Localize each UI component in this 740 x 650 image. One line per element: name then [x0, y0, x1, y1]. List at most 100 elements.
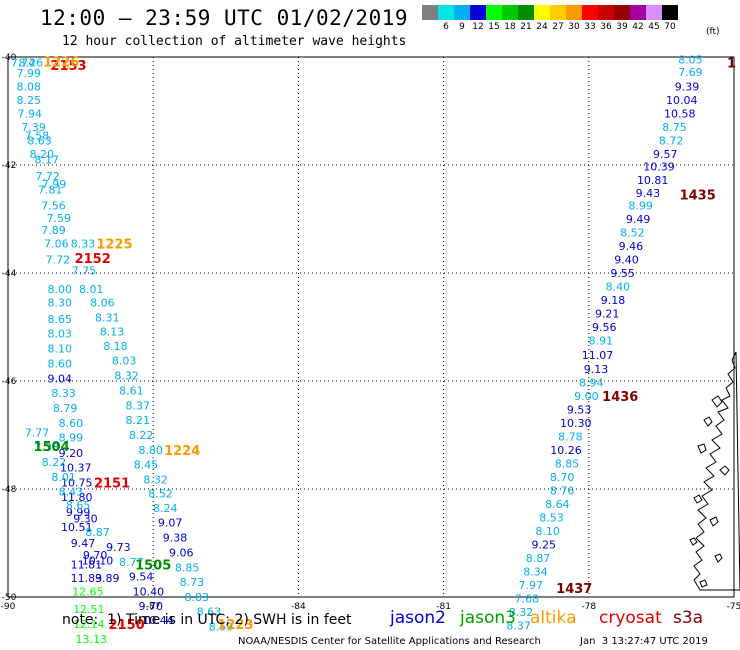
wave-height-value: 10.04 [666, 94, 698, 107]
wave-height-value: 8.77 [119, 556, 144, 569]
wave-height-value: 7.72 [46, 254, 71, 267]
wave-height-value: 9.43 [636, 187, 661, 200]
wave-height-value: 8.25 [17, 94, 42, 107]
scale-bin-6: 6 [438, 5, 454, 32]
scale-bin-39: 39 [614, 5, 630, 32]
wave-height-value: 7.72 [35, 170, 60, 183]
wave-height-value: 9.25 [532, 539, 557, 552]
wave-height-value: 8.43 [59, 486, 84, 499]
scale-label: 45 [648, 22, 660, 32]
x-tick-label: -90 [1, 602, 16, 612]
wave-height-value: 9.21 [595, 308, 620, 321]
scale-bin-70: 70 [662, 5, 678, 32]
wave-height-value: 8.99 [59, 432, 84, 445]
scale-label: 70 [664, 22, 676, 32]
x-tick-label: -78 [581, 602, 596, 612]
wave-height-value: 8.65 [48, 313, 73, 326]
x-tick-label: -84 [291, 602, 306, 612]
wave-height-value: 13.13 [75, 633, 107, 646]
wave-height-value: 8.87 [85, 526, 110, 539]
wave-height-value: 8.22 [42, 456, 67, 469]
wave-height-value: 8.37 [506, 620, 531, 633]
map-gridlines [7, 56, 735, 598]
satellite-legend-jason2: jason2 [390, 608, 446, 628]
scale-label: 24 [536, 22, 548, 32]
footer-timestamp: Jan 3 13:27:47 UTC 2019 [580, 636, 708, 647]
wave-height-value: 11.83 [71, 572, 103, 585]
wave-height-value: 10.44 [142, 614, 174, 627]
wave-height-value: 9.30 [73, 513, 98, 526]
y-tick-label: -48 [2, 485, 17, 495]
pass-time-label: 2153 [50, 59, 86, 74]
wave-height-value: 8.78 [558, 431, 583, 444]
wave-height-value: 9.39 [675, 81, 700, 94]
scale-bin-30: 30 [566, 5, 582, 32]
wave-height-value: 9.47 [71, 537, 96, 550]
wave-height-value: 7.99 [17, 67, 42, 80]
wave-height-value: 9.49 [626, 213, 651, 226]
pass-time-label: 1435 [680, 189, 716, 204]
y-tick-label: -50 [2, 593, 17, 603]
y-tick-label: -42 [2, 161, 17, 171]
wave-height-value: 9.40 [614, 254, 639, 267]
wave-height-value: 11.80 [61, 491, 93, 504]
wave-height-value: 9.38 [163, 532, 188, 545]
wave-height-value: 8.22 [129, 429, 154, 442]
wave-height-value: 7.99 [42, 178, 67, 191]
pass-time-label: 2151 [94, 477, 130, 492]
scale-bin-18: 18 [502, 5, 518, 32]
wave-height-value: 12.51 [73, 603, 105, 616]
wave-height-value: 8.99 [628, 200, 653, 213]
wave-height-value: 7.97 [518, 579, 543, 592]
wave-height-value: 9.73 [106, 541, 131, 554]
wave-height-value: 8.00 [48, 283, 73, 296]
wave-height-value: 8.20 [30, 148, 55, 161]
pass-time-label: 1505 [135, 559, 171, 574]
wave-height-value: 9.13 [584, 363, 609, 376]
scale-label: 39 [616, 22, 628, 32]
wave-height-value: 8.26 [18, 56, 43, 69]
pass-time-label: 1223 [217, 618, 253, 633]
wave-height-value: 10.26 [550, 444, 582, 457]
wave-height-value: 8.01 [51, 471, 76, 484]
scale-bin-15: 15 [486, 5, 502, 32]
wave-height-value: 8.75 [662, 121, 687, 134]
wave-height-value: 8.64 [545, 498, 570, 511]
wave-height-value: 8.10 [48, 343, 73, 356]
wave-height-value: 9.56 [592, 321, 617, 334]
wave-height-value: 8.03 [112, 354, 137, 367]
wave-height-value: 8.52 [148, 487, 173, 500]
pass-time-label: 2152 [75, 252, 111, 267]
wave-height-value: 8.60 [59, 417, 84, 430]
footer-credit: NOAA/NESDIS Center for Satellite Applica… [238, 636, 541, 647]
wave-height-value: 9.53 [567, 404, 592, 417]
wave-height-marks: 7.748.267.998.088.257.947.398.638.207.72… [11, 54, 703, 650]
wave-height-value: 8.52 [620, 227, 645, 240]
notes-text: note: 1) Time is in UTC; 2) SWH is in fe… [62, 612, 352, 628]
wave-height-value: 9.54 [129, 570, 154, 583]
wave-height-value: 7.69 [678, 66, 703, 79]
wave-height-value: 10.58 [664, 108, 696, 121]
wave-height-value: 9.46 [619, 240, 644, 253]
pass-time-label: 1225 [96, 237, 132, 252]
scale-label: 9 [459, 22, 465, 32]
wave-height-value: 8.79 [53, 402, 78, 415]
wave-height-value: 8.70 [550, 471, 575, 484]
wave-height-value: 7.74 [11, 56, 36, 69]
wave-height-value: 8.21 [125, 414, 150, 427]
scale-unit: (ft) [706, 27, 720, 37]
wave-height-value: 9.04 [48, 372, 73, 385]
wave-height-value: 9.20 [59, 447, 84, 460]
wave-height-value: 7.77 [25, 426, 50, 439]
y-tick-label: -44 [2, 269, 17, 279]
wave-height-value: 8.72 [659, 135, 684, 148]
wave-height-value: 8.34 [523, 566, 548, 579]
scale-label: 27 [552, 22, 564, 32]
wave-height-value: 11.81 [71, 559, 103, 572]
scale-bin-3 [422, 5, 438, 20]
satellite-legend-cryosat: cryosat [599, 608, 662, 628]
scale-label: 6 [443, 22, 449, 32]
wave-height-value: 8.17 [34, 154, 59, 167]
y-tick-label: -40 [2, 53, 17, 63]
